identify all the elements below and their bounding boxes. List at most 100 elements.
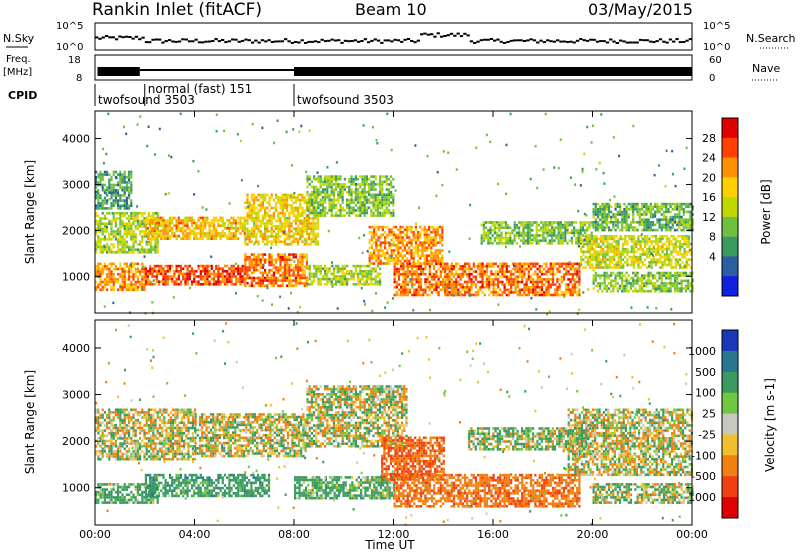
- heat-cell: [403, 238, 406, 242]
- heat-cell: [275, 237, 278, 241]
- heat-cell: [130, 267, 133, 271]
- heat-cell: [346, 198, 349, 202]
- heat-cell: [562, 223, 565, 227]
- heat-cell: [151, 234, 154, 238]
- heat-cell: [577, 242, 580, 245]
- heat-cell: [279, 266, 282, 269]
- heat-cell: [112, 272, 115, 276]
- heat-cell: [123, 181, 126, 184]
- nsky-label: N.Sky: [3, 32, 35, 45]
- heat-cell: [97, 245, 100, 249]
- heat-cell: [123, 262, 126, 266]
- heat-cell: [681, 242, 684, 246]
- heat-cell: [151, 272, 154, 276]
- heat-cell: [384, 225, 387, 229]
- heat-cell: [312, 227, 315, 230]
- heat-cell: [332, 270, 335, 273]
- heat-cell: [182, 229, 185, 233]
- heat-cell: [586, 235, 589, 238]
- heat-cell: [526, 239, 529, 242]
- heat-cell: [112, 217, 115, 220]
- heat-cell: [370, 225, 373, 229]
- heat-cell: [425, 231, 428, 234]
- heat-cell: [608, 237, 611, 241]
- heat-cell: [639, 240, 642, 243]
- heat-cell: [141, 248, 144, 251]
- heat-cell: [173, 224, 176, 227]
- heat-cell: [303, 268, 306, 272]
- heat-cell: [108, 275, 111, 279]
- heat-cell: [433, 283, 436, 286]
- heat-cell: [536, 291, 539, 294]
- heat-cell: [634, 289, 637, 293]
- heat-cell: [421, 241, 424, 244]
- heat-cell: [507, 239, 510, 242]
- heat-cell: [299, 219, 302, 223]
- heat-cell: [117, 212, 120, 215]
- heat-cell: [268, 258, 271, 262]
- heat-cell: [132, 285, 135, 289]
- heat-cell: [114, 267, 117, 271]
- heat-cell: [384, 262, 387, 265]
- heat-cell: [253, 227, 256, 230]
- heat-cell: [281, 281, 284, 285]
- heat-cell: [305, 217, 308, 220]
- heat-cell: [147, 214, 150, 218]
- heat-cell: [400, 272, 403, 276]
- heat-cell: [379, 267, 382, 270]
- heat-cell: [266, 243, 269, 246]
- heat-cell: [586, 263, 589, 267]
- heat-cell: [479, 280, 482, 284]
- heat-cell: [190, 224, 194, 227]
- heat-cell: [134, 235, 137, 238]
- heat-cell: [540, 229, 543, 232]
- heat-cell: [112, 188, 115, 192]
- heat-cell: [339, 211, 342, 215]
- heat-cell: [310, 237, 313, 241]
- heat-cell: [226, 272, 229, 276]
- heat-cell: [643, 237, 647, 241]
- heat-cell: [95, 245, 98, 249]
- date-title: 03/May/2015: [588, 0, 693, 19]
- heat-cell: [577, 229, 580, 232]
- heat-cell: [268, 196, 271, 199]
- heat-cell: [368, 238, 371, 242]
- heat-cell: [125, 243, 128, 246]
- nsky-mark: [549, 40, 553, 43]
- heat-cell: [144, 272, 147, 276]
- heat-cell: [421, 262, 424, 265]
- heat-cell: [493, 231, 496, 235]
- heat-cell: [268, 217, 271, 220]
- heat-cell: [388, 241, 391, 244]
- heat-cell: [603, 276, 606, 280]
- heat-cell: [597, 242, 600, 246]
- heat-cell: [244, 279, 247, 282]
- heat-cell: [190, 221, 194, 225]
- heat-cell: [315, 272, 318, 276]
- heat-cell: [606, 245, 609, 248]
- heat-cell: [408, 236, 411, 239]
- heat-cell: [383, 214, 386, 217]
- nsky-mark: [552, 40, 556, 43]
- heat-cell: [599, 253, 603, 256]
- heat-cell: [106, 186, 109, 189]
- heat-cell: [348, 214, 351, 217]
- heat-cell: [326, 183, 329, 186]
- heat-cell: [557, 231, 560, 235]
- heat-cell: [527, 285, 530, 289]
- heat-cell: [139, 230, 142, 233]
- heat-cell: [370, 233, 373, 237]
- heat-cell: [376, 211, 379, 215]
- heat-cell: [310, 196, 313, 199]
- heat-cell: [535, 236, 538, 240]
- heat-cell: [596, 289, 600, 293]
- heat-cell: [564, 226, 567, 229]
- heat-cell: [586, 255, 589, 259]
- heat-cell: [527, 275, 530, 279]
- heat-cell: [648, 248, 651, 251]
- heat-cell: [294, 274, 297, 277]
- heat-cell: [591, 235, 594, 238]
- heat-cell: [153, 232, 156, 235]
- heat-cell: [162, 232, 165, 235]
- heat-cell: [125, 235, 128, 238]
